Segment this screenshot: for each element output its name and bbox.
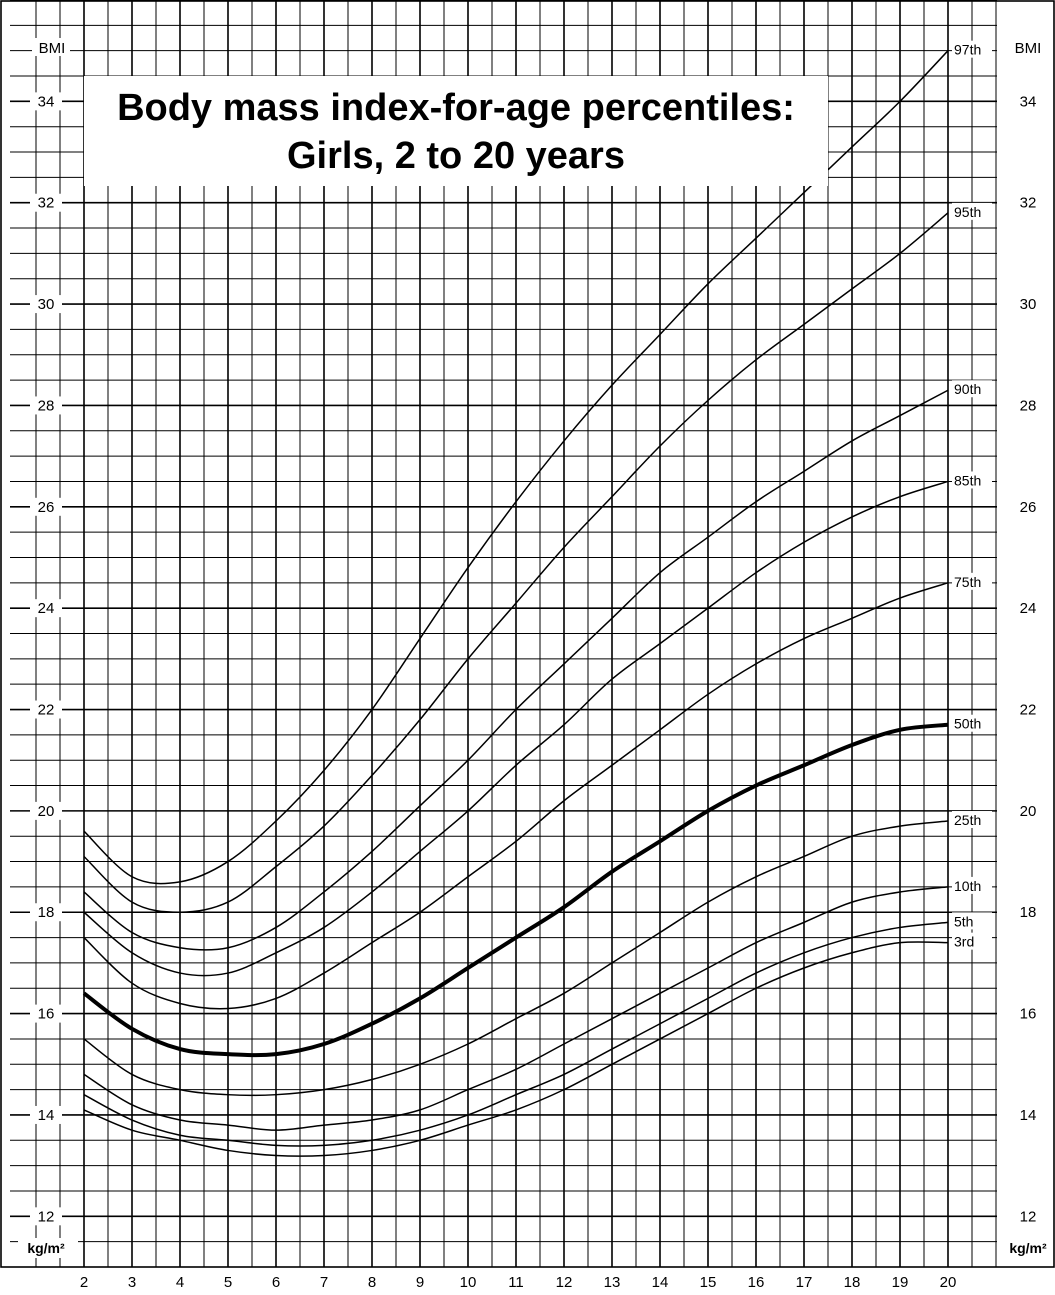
x-tick-label: 11 — [508, 1274, 524, 1291]
chart-subtitle: Girls, 2 to 20 years — [287, 135, 625, 177]
y-tick-label-left: 20 — [38, 803, 55, 820]
y-tick-label-left: 34 — [38, 93, 55, 110]
x-tick-label: 6 — [272, 1274, 280, 1291]
curve-50th — [82, 722, 949, 1058]
y-tick-label-right: 16 — [1020, 1006, 1037, 1023]
label-10th: 10th — [954, 878, 981, 894]
curve-5th — [83, 921, 949, 1147]
y-tick-label-left: 18 — [38, 904, 55, 921]
x-tick-label: 16 — [748, 1274, 765, 1291]
y-tick-label-left: 24 — [38, 600, 55, 617]
curve-85th — [83, 480, 949, 977]
x-tick-label: 14 — [652, 1274, 669, 1291]
label-5th: 5th — [954, 913, 973, 929]
y-axis-label-right: BMI — [1015, 40, 1042, 57]
x-tick-label: 5 — [224, 1274, 232, 1291]
label-90th: 90th — [954, 381, 981, 397]
y-tick-label-right: 30 — [1020, 296, 1037, 313]
curve-75th — [83, 582, 949, 1010]
label-95th: 95th — [954, 204, 981, 220]
y-tick-label-right: 24 — [1020, 600, 1037, 617]
curve-90th — [83, 389, 949, 951]
x-tick-label: 20 — [940, 1274, 957, 1291]
y-tick-label-right: 22 — [1020, 702, 1037, 719]
x-tick-label: 18 — [844, 1274, 861, 1291]
y-tick-label-left: 12 — [38, 1208, 55, 1225]
x-tick-label: 9 — [416, 1274, 424, 1291]
y-tick-label-left: 32 — [38, 195, 55, 212]
x-tick-label: 3 — [128, 1274, 136, 1291]
x-tick-label: 7 — [320, 1274, 328, 1291]
curve-95th — [83, 212, 949, 913]
y-tick-label-left: 28 — [38, 397, 55, 414]
y-tick-label-right: 26 — [1020, 499, 1037, 516]
x-tick-label: 8 — [368, 1274, 376, 1291]
chart-title: Body mass index-for-age percentiles: — [117, 87, 795, 129]
x-tick-label: 19 — [892, 1274, 909, 1291]
y-tick-label-left: 14 — [38, 1107, 55, 1124]
title-box: Body mass index-for-age percentiles: Gir… — [84, 76, 828, 186]
curve-97th — [83, 50, 949, 885]
y-tick-label-left: 16 — [38, 1006, 55, 1023]
y-tick-label-right: 34 — [1020, 93, 1037, 110]
y-tick-label-left: 30 — [38, 296, 55, 313]
y-tick-label-right: 14 — [1020, 1107, 1037, 1124]
y-unit-label-right: kg/m² — [1009, 1240, 1047, 1256]
x-tick-label: 10 — [460, 1274, 477, 1291]
curve-3rd — [83, 941, 949, 1157]
y-tick-label-right: 32 — [1020, 195, 1037, 212]
y-tick-label-right: 18 — [1020, 904, 1037, 921]
label-85th: 85th — [954, 472, 981, 488]
percentile-curves — [82, 50, 949, 1157]
label-50th: 50th — [954, 716, 981, 732]
x-tick-label: 2 — [80, 1274, 88, 1291]
y-tick-label-right: 12 — [1020, 1208, 1037, 1225]
y-axis-label-left: BMI — [39, 40, 66, 57]
label-3rd: 3rd — [954, 934, 974, 950]
y-unit-label-left: kg/m² — [27, 1240, 65, 1256]
curve-25th — [83, 820, 949, 1097]
percentile-labels: 97th 95th 90th 85th 75th 50th 25th 10th 5th 3rd — [952, 40, 992, 950]
grid — [10, 0, 997, 1268]
curve-10th — [83, 886, 949, 1131]
y-tick-label-right: 28 — [1020, 397, 1037, 414]
y-tick-label-left: 22 — [38, 702, 55, 719]
x-tick-label: 13 — [604, 1274, 621, 1291]
label-75th: 75th — [954, 574, 981, 590]
x-tick-label: 12 — [556, 1274, 573, 1291]
y-tick-label-left: 26 — [38, 499, 55, 516]
chart-frame — [0, 0, 1055, 1268]
y-tick-label-right: 20 — [1020, 803, 1037, 820]
x-tick-label: 15 — [700, 1274, 717, 1291]
x-tick-label: 17 — [796, 1274, 813, 1291]
label-97th: 97th — [954, 42, 981, 58]
label-25th: 25th — [954, 812, 981, 828]
x-tick-label: 4 — [176, 1274, 184, 1291]
